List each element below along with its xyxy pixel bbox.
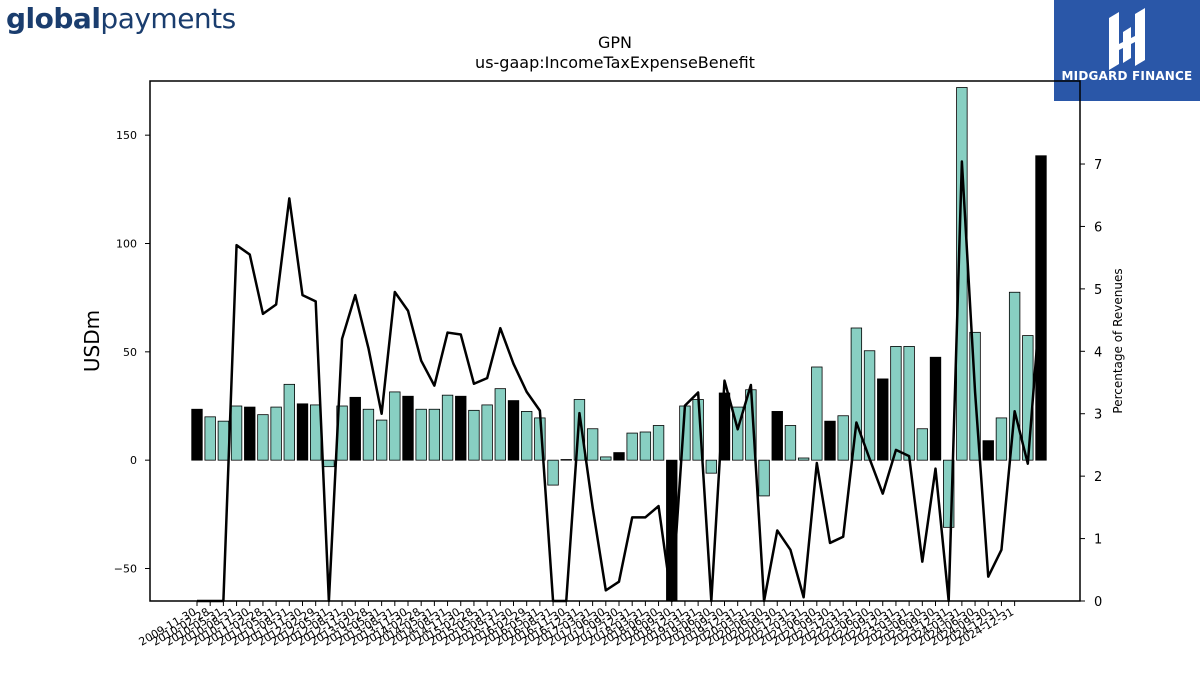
- y2-tick-label: 4: [1094, 345, 1102, 360]
- y2-tick-label: 5: [1094, 283, 1102, 298]
- bar: [428, 408, 441, 461]
- bar: [296, 403, 309, 461]
- bar: [257, 414, 269, 461]
- bar: [758, 459, 770, 497]
- y-axis-left: −50 0 50 100 150: [114, 129, 150, 576]
- bar: [441, 394, 454, 461]
- bar: [468, 409, 480, 461]
- bar: [244, 406, 256, 461]
- bar: [204, 416, 216, 461]
- midgard-finance-logo: MIDGARD FINANCE: [1054, 0, 1200, 101]
- bar: [270, 406, 282, 461]
- bar: [1022, 335, 1034, 461]
- bar: [455, 395, 467, 461]
- y-tick-label: 50: [123, 346, 137, 359]
- chart-title: GPN: [598, 33, 632, 52]
- bar: [613, 452, 625, 461]
- bar: [850, 327, 863, 461]
- bar: [191, 408, 203, 461]
- bar: [652, 425, 665, 461]
- y2-axis-label: Percentage of Revenues: [1111, 268, 1125, 413]
- bar: [811, 366, 823, 461]
- y-tick-label: 100: [116, 238, 137, 251]
- bar: [732, 406, 744, 461]
- bar: [507, 400, 520, 461]
- chart-subtitle: us-gaap:IncomeTaxExpenseBenefit: [475, 53, 755, 72]
- bar: [797, 457, 810, 461]
- y2-tick-label: 6: [1094, 220, 1102, 235]
- bar: [415, 408, 427, 461]
- x-axis: 2009-11-302010-02-282010-05-312010-08-31…: [137, 601, 1016, 649]
- bar: [943, 459, 955, 528]
- y2-tick-label: 1: [1094, 533, 1102, 548]
- bar: [705, 459, 717, 474]
- bar: [824, 420, 836, 461]
- bar: [916, 428, 928, 461]
- y-axis-label: USDm: [80, 310, 104, 372]
- bar: [903, 346, 915, 461]
- y-tick-label: 0: [130, 454, 137, 467]
- bar: [890, 346, 902, 461]
- bar: [389, 391, 401, 461]
- bar: [481, 404, 493, 461]
- global-payments-logo: globalpayments: [6, 2, 236, 35]
- y-axis-right: 0 1 2 3 4 5 6 7: [1080, 158, 1102, 610]
- percentage-line: [197, 160, 1043, 603]
- plot-frame: [149, 80, 1081, 602]
- bar: [230, 405, 243, 461]
- y2-tick-label: 7: [1094, 158, 1102, 173]
- bar: [402, 395, 414, 461]
- bar: [349, 396, 361, 461]
- bar: [982, 440, 994, 461]
- bar: [995, 417, 1008, 461]
- bar: [639, 431, 652, 461]
- bar: [521, 411, 533, 461]
- midgard-finance-label: MIDGARD FINANCE: [1061, 69, 1193, 83]
- logo-text-regular: payments: [100, 2, 236, 35]
- logo-text-bold: global: [6, 2, 101, 35]
- y-tick-label: 150: [116, 129, 137, 142]
- bar: [560, 459, 572, 461]
- bar: [323, 459, 335, 468]
- bar: [586, 428, 599, 461]
- y2-tick-label: 2: [1094, 470, 1102, 485]
- bar: [547, 459, 559, 486]
- line-layer: [197, 160, 1043, 603]
- bar: [1008, 291, 1021, 461]
- bar: [929, 356, 942, 461]
- bar: [784, 425, 797, 461]
- y2-tick-label: 0: [1094, 595, 1102, 610]
- bar: [771, 411, 783, 461]
- bar: [626, 432, 638, 461]
- y2-tick-label: 3: [1094, 408, 1102, 423]
- bar: [877, 378, 889, 461]
- bar: [362, 408, 375, 461]
- bar: [600, 456, 612, 461]
- bar: [283, 383, 295, 461]
- bar: [375, 419, 388, 461]
- midgard-emblem-icon: [1109, 8, 1145, 70]
- bar: [494, 388, 506, 461]
- y-tick-label: −50: [114, 563, 137, 576]
- bar: [217, 420, 230, 461]
- bar: [837, 415, 849, 461]
- bar: [863, 350, 876, 461]
